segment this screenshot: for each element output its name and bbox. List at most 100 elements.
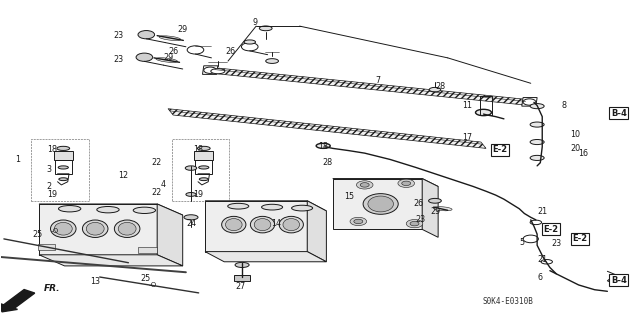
Text: 29: 29 (163, 53, 173, 62)
Polygon shape (205, 252, 326, 262)
Ellipse shape (58, 205, 81, 212)
Polygon shape (138, 247, 157, 253)
Polygon shape (168, 109, 486, 148)
Text: 8: 8 (561, 101, 566, 110)
Circle shape (410, 221, 419, 226)
Ellipse shape (476, 109, 492, 116)
Ellipse shape (250, 216, 275, 233)
Text: 17: 17 (462, 133, 472, 142)
Ellipse shape (283, 219, 300, 231)
Ellipse shape (159, 36, 180, 41)
Polygon shape (39, 204, 157, 255)
Ellipse shape (541, 260, 552, 264)
Text: 19: 19 (193, 190, 204, 199)
Ellipse shape (51, 220, 76, 237)
Ellipse shape (221, 216, 246, 233)
Text: 21: 21 (537, 255, 547, 264)
Text: B-4: B-4 (611, 276, 627, 285)
Circle shape (402, 181, 411, 186)
Text: E-2: E-2 (493, 145, 508, 154)
Ellipse shape (156, 58, 177, 63)
Text: 23: 23 (113, 55, 124, 64)
Polygon shape (202, 66, 218, 74)
Polygon shape (205, 201, 307, 252)
Polygon shape (39, 204, 182, 215)
Ellipse shape (429, 198, 442, 203)
Ellipse shape (433, 207, 452, 211)
Text: 21: 21 (537, 207, 547, 216)
Ellipse shape (133, 207, 156, 213)
Text: FR.: FR. (44, 284, 61, 293)
Circle shape (187, 46, 204, 54)
Text: S0K4-E0310B: S0K4-E0310B (483, 297, 534, 306)
Ellipse shape (199, 178, 208, 181)
Ellipse shape (58, 166, 68, 169)
Ellipse shape (363, 194, 398, 214)
Text: 22: 22 (152, 188, 162, 197)
Ellipse shape (59, 178, 68, 181)
Text: 1: 1 (15, 155, 20, 164)
Text: E-2: E-2 (572, 234, 588, 243)
Ellipse shape (429, 87, 441, 92)
Text: -O: -O (51, 228, 59, 234)
Bar (172, 139, 229, 201)
Text: 28: 28 (323, 158, 333, 167)
Ellipse shape (186, 193, 196, 196)
Text: 2: 2 (47, 182, 52, 191)
Text: 25: 25 (140, 274, 150, 283)
Ellipse shape (292, 205, 313, 211)
Ellipse shape (97, 206, 119, 213)
Text: -O: -O (149, 282, 157, 288)
Circle shape (356, 181, 373, 189)
Polygon shape (234, 275, 250, 281)
Text: 23: 23 (415, 215, 426, 224)
Polygon shape (157, 204, 182, 266)
Ellipse shape (530, 220, 541, 225)
Text: 11: 11 (462, 101, 472, 110)
Ellipse shape (115, 220, 140, 237)
Text: 14: 14 (271, 219, 282, 227)
Ellipse shape (185, 166, 196, 170)
Polygon shape (422, 179, 438, 237)
Ellipse shape (368, 196, 394, 212)
Text: 26: 26 (413, 199, 424, 208)
Polygon shape (307, 201, 326, 262)
Text: 22: 22 (152, 158, 162, 167)
Text: 23: 23 (552, 239, 562, 248)
Text: 3: 3 (47, 165, 52, 174)
Polygon shape (38, 244, 55, 250)
Text: 27: 27 (235, 282, 245, 291)
Ellipse shape (259, 26, 272, 31)
Ellipse shape (83, 220, 108, 237)
Circle shape (350, 217, 367, 226)
Text: B-4: B-4 (611, 109, 627, 118)
Ellipse shape (530, 104, 544, 109)
Circle shape (354, 219, 363, 224)
Ellipse shape (530, 139, 544, 145)
Polygon shape (205, 201, 326, 211)
Polygon shape (55, 160, 72, 174)
Polygon shape (194, 151, 213, 160)
Circle shape (204, 67, 216, 73)
Bar (31, 139, 89, 201)
Ellipse shape (198, 166, 209, 169)
Text: 4: 4 (161, 181, 166, 189)
Text: 20: 20 (570, 144, 580, 153)
Text: 26: 26 (168, 47, 178, 56)
Text: 18: 18 (318, 142, 328, 151)
Polygon shape (522, 98, 537, 106)
Ellipse shape (279, 216, 303, 233)
Text: 15: 15 (344, 191, 354, 201)
Ellipse shape (184, 215, 198, 220)
Ellipse shape (118, 222, 136, 235)
Text: 24: 24 (186, 219, 196, 227)
Polygon shape (39, 255, 182, 266)
Circle shape (406, 219, 423, 228)
Text: 6: 6 (537, 272, 542, 281)
Circle shape (138, 31, 155, 39)
Text: 9: 9 (252, 19, 257, 27)
Ellipse shape (316, 143, 330, 148)
Ellipse shape (254, 219, 271, 231)
Text: 16: 16 (578, 149, 588, 158)
Circle shape (360, 183, 369, 187)
